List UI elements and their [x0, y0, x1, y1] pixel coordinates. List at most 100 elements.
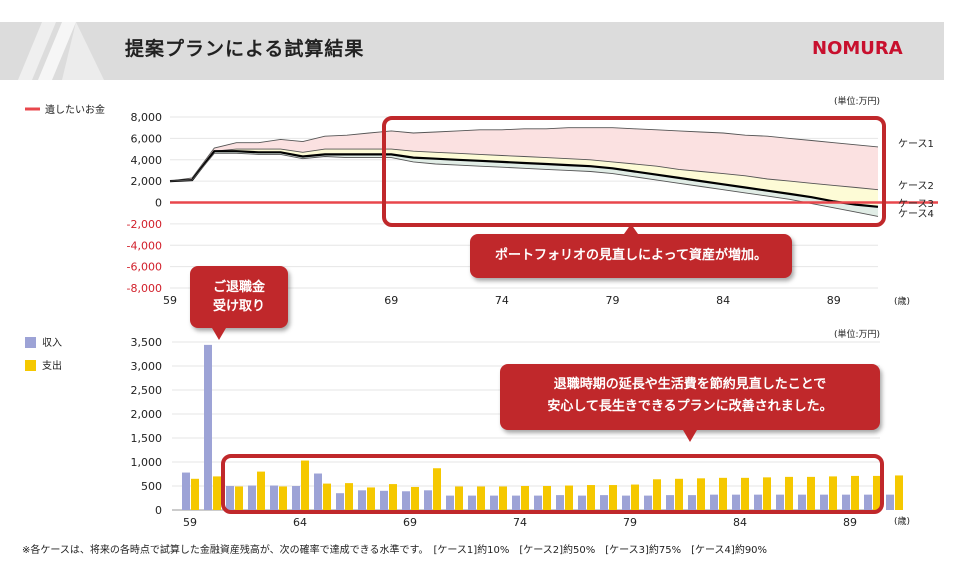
bar-expense: [389, 484, 397, 510]
line-chart-y-tick-label: 8,000: [131, 111, 163, 124]
line-chart-x-tick-label: 74: [495, 294, 509, 307]
nomura-logo: NOMURA: [812, 38, 903, 59]
line-chart-y-tick-label: -8,000: [127, 282, 162, 295]
bar-expense: [785, 476, 793, 510]
series-line-case3: [169, 150, 879, 208]
bar-income: [182, 472, 190, 510]
series-line-case2: [169, 148, 879, 191]
bar-expense: [829, 476, 837, 510]
bar-income: [248, 485, 256, 510]
bar-chart-y-tick-label: 1,000: [131, 456, 163, 469]
bar-chart-unit-label: (単位:万円): [834, 328, 880, 340]
bar-chart-x-tick-label: 74: [513, 516, 527, 529]
bar-income: [270, 485, 278, 510]
bar-expense: [257, 471, 265, 510]
series-end-label-case2: ケース2: [898, 180, 934, 192]
bar-expense: [411, 486, 419, 510]
bar-income: [864, 494, 872, 510]
page-header: 提案プランによる試算結果 NOMURA: [0, 22, 944, 80]
bar-expense: [653, 479, 661, 510]
retirement-pay-callout-line1: ご退職金: [212, 280, 265, 295]
bar-income: [358, 490, 366, 510]
bar-expense: [675, 478, 683, 510]
bar-expense: [499, 486, 507, 510]
bar-chart-y-tick-label: 3,000: [131, 360, 163, 373]
bar-expense: [345, 483, 353, 510]
bar-expense: [697, 478, 705, 510]
series-end-label-case1: ケース1: [898, 138, 934, 150]
bar-expense: [213, 476, 221, 510]
bar-chart-y-tick-label: 500: [141, 480, 162, 493]
bar-expense: [873, 475, 881, 510]
bar-income: [622, 495, 630, 510]
series-line-case4: [169, 152, 879, 217]
footnote: ※各ケースは、将来の各時点で試算した金融資産残高が、次の確率で達成できる水準です…: [22, 545, 768, 556]
bar-income: [688, 495, 696, 510]
line-chart-x-tick-label: 59: [163, 294, 177, 307]
bar-chart-y-tick-label: 0: [155, 504, 162, 517]
line-chart-y-tick-label: 0: [155, 197, 162, 210]
bar-income: [754, 494, 762, 510]
legend-label-income: 収入: [42, 337, 62, 349]
bar-income: [820, 494, 828, 510]
line-chart-y-tick-label: 4,000: [131, 154, 163, 167]
bar-income: [644, 495, 652, 510]
line-chart-y-tick-label: -2,000: [127, 218, 162, 231]
bar-income: [600, 495, 608, 510]
bar-expense: [895, 475, 903, 510]
bar-income: [886, 494, 894, 510]
band-case1-case2: [170, 127, 878, 190]
bar-expense: [323, 483, 331, 510]
line-chart-x-tick-label: 69: [384, 294, 398, 307]
legend-label-wish: 遺したいお金: [45, 103, 105, 116]
band-case3-case4: [170, 151, 878, 217]
line-chart-y-tick-label: -6,000: [127, 261, 162, 274]
callout-pointer-icon: [624, 224, 638, 234]
bar-income: [776, 494, 784, 510]
bar-chart-y-tick-label: 1,500: [131, 432, 163, 445]
bar-chart-x-tick-label: 79: [623, 516, 637, 529]
bar-expense: [763, 477, 771, 510]
retirement-pay-callout-line2: 受け取り: [212, 299, 265, 314]
bar-chart-y-tick-label: 3,500: [131, 336, 163, 349]
improvement-callout-line1: 退職時期の延長や生活費を節約見直したことで: [553, 377, 827, 392]
legend-label-expense: 支出: [42, 359, 62, 372]
improvement-callout-line2: 安心して長生きできるプランに改善されました。: [547, 399, 833, 414]
bar-income: [424, 490, 432, 510]
bar-expense: [565, 485, 573, 510]
line-chart-x-tick-label: 79: [606, 294, 620, 307]
line-chart-x-unit-label: (歳): [894, 295, 910, 307]
legend-swatch-expense: [25, 360, 36, 371]
bar-income: [710, 494, 718, 510]
bar-income: [204, 344, 212, 510]
bar-income: [380, 490, 388, 510]
bar-chart-y-tick-label: 2,500: [131, 384, 163, 397]
bar-expense: [631, 484, 639, 510]
bar-expense: [455, 486, 463, 510]
callout-pointer-icon: [683, 430, 697, 442]
header-decoration-icon: [18, 22, 104, 80]
highlight-box-bottom: [221, 454, 884, 514]
bar-expense: [741, 477, 749, 510]
bar-income: [666, 495, 674, 510]
bar-expense: [477, 486, 485, 510]
callout-pointer-icon: [212, 328, 226, 340]
bar-expense: [807, 476, 815, 510]
series-end-label-case4: ケース4: [898, 208, 934, 220]
bar-income: [534, 495, 542, 510]
bar-chart-x-tick-label: 89: [843, 516, 857, 529]
bar-income: [402, 491, 410, 510]
legend-swatch-income: [25, 337, 36, 348]
bar-income: [556, 495, 564, 510]
bar-expense: [587, 485, 595, 510]
bar-expense: [279, 486, 287, 510]
bar-expense: [433, 468, 441, 510]
bar-income: [490, 495, 498, 510]
bar-chart-x-tick-label: 69: [403, 516, 417, 529]
bar-chart-x-tick-label: 64: [293, 516, 307, 529]
bar-chart-x-unit-label: (歳): [894, 515, 910, 527]
page-title: 提案プランによる試算結果: [125, 38, 365, 60]
bar-income: [578, 495, 586, 510]
bar-income: [798, 494, 806, 510]
